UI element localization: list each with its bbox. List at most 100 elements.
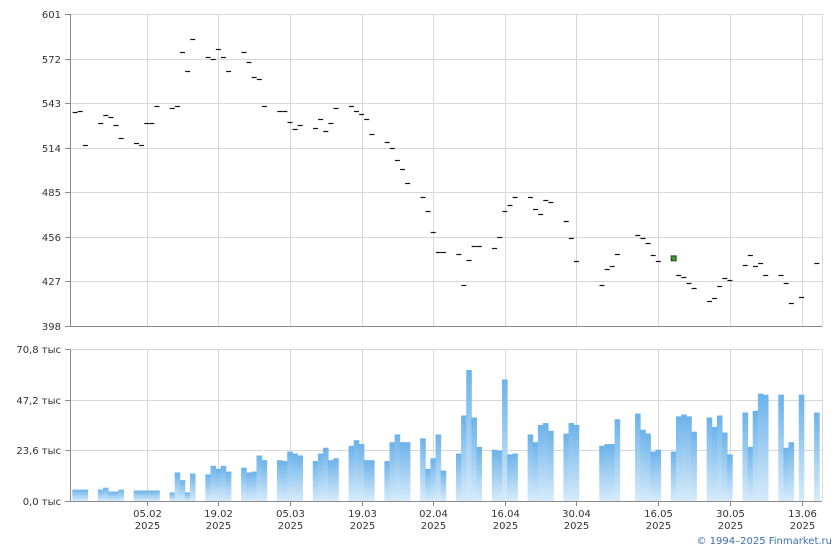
volume-bar[interactable]	[762, 394, 769, 501]
volume-bar[interactable]	[542, 423, 549, 501]
volume-bar[interactable]	[138, 490, 145, 501]
volume-bar[interactable]	[103, 487, 109, 501]
volume-bar[interactable]	[686, 416, 692, 501]
volume-bar[interactable]	[757, 393, 764, 501]
volume-bar[interactable]	[675, 416, 682, 501]
volume-bar[interactable]	[276, 460, 283, 501]
volume-bar[interactable]	[348, 445, 355, 501]
volume-bar[interactable]	[635, 413, 641, 501]
volume-bar[interactable]	[210, 465, 217, 501]
volume-bar[interactable]	[420, 438, 426, 501]
volume-bar[interactable]	[681, 414, 687, 501]
volume-bar[interactable]	[384, 461, 390, 501]
volume-bar[interactable]	[614, 419, 621, 501]
volume-bar[interactable]	[502, 379, 508, 501]
volume-bar[interactable]	[215, 468, 222, 501]
volume-bar[interactable]	[507, 454, 513, 501]
volume-bar[interactable]	[496, 450, 503, 501]
volume-bar[interactable]	[97, 489, 104, 501]
volume-bar[interactable]	[798, 394, 805, 501]
volume-bar[interactable]	[108, 491, 114, 501]
volume-bar[interactable]	[179, 480, 186, 501]
volume-bar[interactable]	[568, 423, 575, 501]
volume-bar[interactable]	[353, 440, 360, 501]
volume-bar[interactable]	[727, 454, 733, 501]
volume-bar[interactable]	[670, 451, 677, 501]
volume-bar[interactable]	[645, 433, 651, 501]
volume-bar[interactable]	[604, 444, 610, 501]
volume-bar[interactable]	[609, 444, 616, 501]
volume-bar[interactable]	[225, 471, 232, 501]
volume-bar[interactable]	[389, 442, 396, 501]
volume-bar[interactable]	[312, 461, 319, 501]
volume-bar[interactable]	[778, 394, 784, 501]
volume-bar[interactable]	[573, 425, 580, 501]
volume-bar[interactable]	[399, 442, 406, 501]
volume-bar[interactable]	[77, 489, 84, 501]
volume-bar[interactable]	[430, 458, 437, 501]
volume-bar[interactable]	[292, 453, 298, 501]
volume-bar[interactable]	[491, 449, 498, 501]
volume-bar[interactable]	[282, 461, 288, 501]
volume-bar[interactable]	[527, 434, 534, 501]
volume-bar[interactable]	[174, 472, 181, 501]
volume-bar[interactable]	[788, 442, 795, 501]
volume-bar[interactable]	[435, 434, 442, 501]
volume-bar[interactable]	[256, 455, 263, 501]
price-point-highlight[interactable]	[670, 255, 677, 262]
volume-bar[interactable]	[711, 426, 718, 501]
volume-bar[interactable]	[640, 429, 646, 501]
volume-bar[interactable]	[143, 490, 150, 501]
volume-bar[interactable]	[251, 471, 257, 501]
volume-bar[interactable]	[722, 432, 728, 501]
volume-bar[interactable]	[440, 470, 447, 501]
volume-bar[interactable]	[333, 458, 339, 501]
volume-bar[interactable]	[455, 453, 462, 501]
volume-bar[interactable]	[752, 410, 759, 501]
volume-bar[interactable]	[363, 460, 370, 501]
volume-bar[interactable]	[261, 460, 268, 501]
volume-bar[interactable]	[706, 417, 713, 501]
volume-bar[interactable]	[169, 492, 176, 501]
volume-bar[interactable]	[537, 425, 544, 501]
volume-bar[interactable]	[814, 412, 820, 501]
volume-bar[interactable]	[220, 465, 227, 501]
volume-bar[interactable]	[512, 453, 518, 501]
volume-bar[interactable]	[425, 468, 431, 501]
volume-bar[interactable]	[548, 430, 554, 501]
volume-bar[interactable]	[599, 445, 605, 501]
volume-bar[interactable]	[369, 460, 375, 501]
volume-bar[interactable]	[563, 433, 570, 501]
volume-bar[interactable]	[189, 473, 196, 501]
volume-bar[interactable]	[118, 489, 124, 501]
volume-bar[interactable]	[461, 415, 467, 501]
volume-bar[interactable]	[358, 444, 365, 501]
volume-bar[interactable]	[716, 415, 723, 501]
volume-bar[interactable]	[149, 490, 155, 501]
volume-bar[interactable]	[783, 447, 789, 501]
volume-bar[interactable]	[471, 417, 477, 501]
volume-bar[interactable]	[205, 474, 211, 501]
volume-bar[interactable]	[287, 451, 293, 501]
volume-bar[interactable]	[154, 490, 160, 501]
volume-bar[interactable]	[691, 431, 697, 501]
volume-bar[interactable]	[404, 442, 411, 501]
volume-bar[interactable]	[655, 449, 662, 501]
volume-bar[interactable]	[747, 446, 754, 501]
volume-bar[interactable]	[113, 491, 119, 501]
volume-bar[interactable]	[317, 453, 324, 501]
volume-bar[interactable]	[246, 472, 252, 501]
volume-bar[interactable]	[241, 467, 247, 501]
volume-bar[interactable]	[322, 447, 329, 501]
volume-bar[interactable]	[650, 451, 656, 501]
volume-bar[interactable]	[184, 492, 191, 501]
volume-bar[interactable]	[72, 489, 78, 501]
volume-bar[interactable]	[476, 446, 483, 501]
volume-bar[interactable]	[328, 460, 334, 501]
volume-bar[interactable]	[532, 442, 539, 501]
volume-bar[interactable]	[742, 412, 749, 501]
volume-bar[interactable]	[133, 490, 140, 501]
volume-bar[interactable]	[82, 489, 89, 501]
volume-bar[interactable]	[297, 455, 304, 501]
volume-bar[interactable]	[394, 434, 401, 501]
